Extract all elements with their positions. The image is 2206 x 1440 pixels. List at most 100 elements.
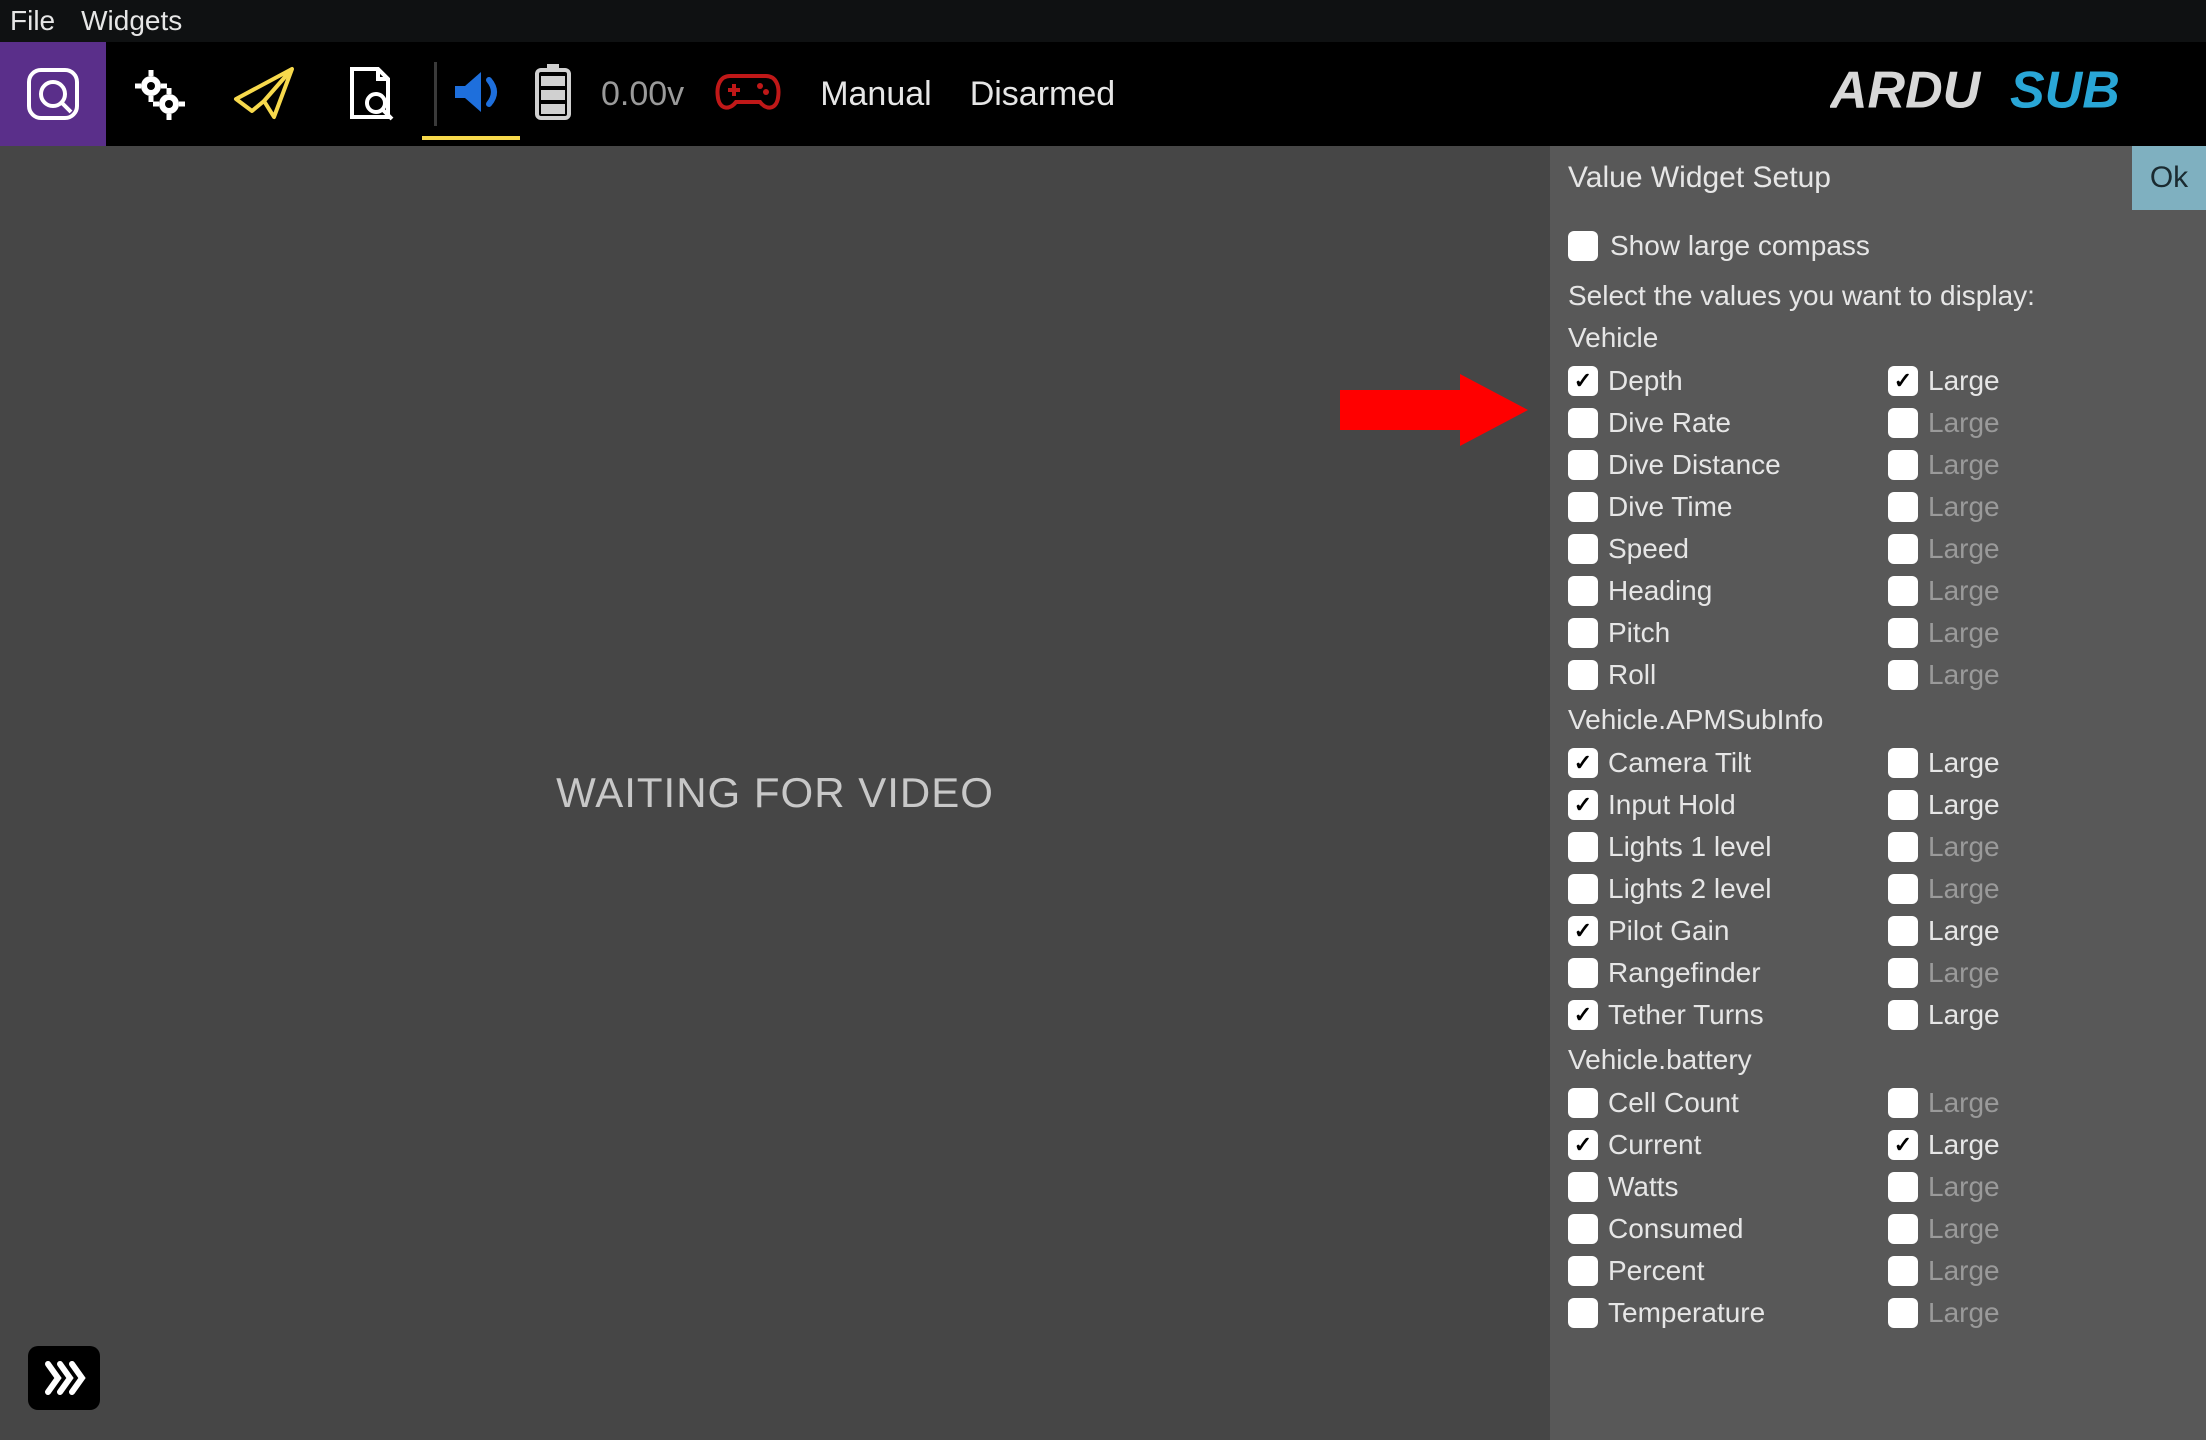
value-label: Consumed xyxy=(1608,1213,1743,1245)
logo-right-text: SUB xyxy=(2010,62,2120,120)
group-label: Vehicle xyxy=(1568,322,2188,354)
value-checkbox[interactable] xyxy=(1568,790,1598,820)
large-label: Large xyxy=(1928,957,2000,989)
gamepad-icon[interactable] xyxy=(714,70,782,119)
large-label: Large xyxy=(1928,533,2000,565)
value-checkbox[interactable] xyxy=(1568,1088,1598,1118)
large-checkbox[interactable] xyxy=(1888,660,1918,690)
value-checkbox[interactable] xyxy=(1568,958,1598,988)
value-checkbox[interactable] xyxy=(1568,366,1598,396)
large-checkbox[interactable] xyxy=(1888,534,1918,564)
show-large-compass-checkbox[interactable] xyxy=(1568,231,1598,261)
value-label: Pitch xyxy=(1608,617,1670,649)
panel-title: Value Widget Setup xyxy=(1568,161,1831,195)
value-checkbox[interactable] xyxy=(1568,450,1598,480)
menu-file[interactable]: File xyxy=(10,5,55,37)
value-row: PercentLarge xyxy=(1568,1250,2188,1292)
value-checkbox[interactable] xyxy=(1568,1298,1598,1328)
menu-widgets[interactable]: Widgets xyxy=(81,5,182,37)
large-checkbox[interactable] xyxy=(1888,916,1918,946)
value-row: ConsumedLarge xyxy=(1568,1208,2188,1250)
value-row: Lights 2 levelLarge xyxy=(1568,868,2188,910)
value-checkbox[interactable] xyxy=(1568,1214,1598,1244)
large-checkbox[interactable] xyxy=(1888,492,1918,522)
large-checkbox[interactable] xyxy=(1888,576,1918,606)
value-checkbox[interactable] xyxy=(1568,660,1598,690)
value-checkbox[interactable] xyxy=(1568,1256,1598,1286)
large-label: Large xyxy=(1928,1171,2000,1203)
value-row: Pilot Gain Large xyxy=(1568,910,2188,952)
battery-icon[interactable] xyxy=(531,64,575,125)
armed-state-text: Disarmed xyxy=(970,75,1115,114)
value-label: Camera Tilt xyxy=(1608,747,1751,779)
large-label: Large xyxy=(1928,747,2000,779)
value-row: Camera Tilt Large xyxy=(1568,742,2188,784)
large-label: Large xyxy=(1928,1255,2000,1287)
large-checkbox[interactable] xyxy=(1888,1298,1918,1328)
value-checkbox[interactable] xyxy=(1568,916,1598,946)
large-checkbox[interactable] xyxy=(1888,1130,1918,1160)
value-row: Cell CountLarge xyxy=(1568,1082,2188,1124)
value-label: Temperature xyxy=(1608,1297,1765,1329)
value-checkbox[interactable] xyxy=(1568,534,1598,564)
large-checkbox[interactable] xyxy=(1888,1214,1918,1244)
large-checkbox[interactable] xyxy=(1888,1088,1918,1118)
value-checkbox[interactable] xyxy=(1568,408,1598,438)
large-checkbox[interactable] xyxy=(1888,790,1918,820)
value-label: Speed xyxy=(1608,533,1689,565)
value-checkbox[interactable] xyxy=(1568,1000,1598,1030)
value-row: RollLarge xyxy=(1568,654,2188,696)
toolbar-send-icon[interactable] xyxy=(212,42,318,146)
value-label: Dive Distance xyxy=(1608,449,1781,481)
large-label: Large xyxy=(1928,873,2000,905)
ok-button[interactable]: Ok xyxy=(2132,146,2206,210)
toolbar-q-icon[interactable] xyxy=(0,42,106,146)
value-checkbox[interactable] xyxy=(1568,492,1598,522)
video-area: WAITING FOR VIDEO xyxy=(0,146,1550,1440)
value-checkbox[interactable] xyxy=(1568,874,1598,904)
large-label: Large xyxy=(1928,1297,2000,1329)
large-checkbox[interactable] xyxy=(1888,618,1918,648)
large-checkbox[interactable] xyxy=(1888,748,1918,778)
large-checkbox[interactable] xyxy=(1888,1256,1918,1286)
value-widget-setup-panel: Value Widget Setup Ok Show large compass… xyxy=(1550,146,2206,1440)
value-checkbox[interactable] xyxy=(1568,576,1598,606)
large-checkbox[interactable] xyxy=(1888,1000,1918,1030)
value-label: Tether Turns xyxy=(1608,999,1764,1031)
value-row: CurrentLarge xyxy=(1568,1124,2188,1166)
value-row: Input HoldLarge xyxy=(1568,784,2188,826)
value-checkbox[interactable] xyxy=(1568,1172,1598,1202)
toolbar-divider xyxy=(434,62,437,126)
value-checkbox[interactable] xyxy=(1568,1130,1598,1160)
toolbar-gears-icon[interactable] xyxy=(106,42,212,146)
panel-body: Show large compass Select the values you… xyxy=(1550,210,2206,1440)
group-label: Vehicle.battery xyxy=(1568,1044,2188,1076)
expand-button[interactable] xyxy=(28,1346,100,1410)
large-label: Large xyxy=(1928,449,2000,481)
large-checkbox[interactable] xyxy=(1888,832,1918,862)
value-row: DepthLarge xyxy=(1568,360,2188,402)
value-label: Lights 1 level xyxy=(1608,831,1771,863)
panel-instruction: Select the values you want to display: xyxy=(1568,280,2188,312)
toolbar-doc-search-icon[interactable] xyxy=(318,42,424,146)
large-label: Large xyxy=(1928,575,2000,607)
value-label: Rangefinder xyxy=(1608,957,1761,989)
large-checkbox[interactable] xyxy=(1888,450,1918,480)
large-label: Large xyxy=(1928,915,2000,947)
value-checkbox[interactable] xyxy=(1568,618,1598,648)
large-label: Large xyxy=(1928,617,2000,649)
value-row: Dive RateLarge xyxy=(1568,402,2188,444)
value-row: Dive TimeLarge xyxy=(1568,486,2188,528)
large-checkbox[interactable] xyxy=(1888,366,1918,396)
value-label: Pilot Gain xyxy=(1608,915,1729,947)
large-checkbox[interactable] xyxy=(1888,958,1918,988)
value-checkbox[interactable] xyxy=(1568,832,1598,862)
large-checkbox[interactable] xyxy=(1888,1172,1918,1202)
value-checkbox[interactable] xyxy=(1568,748,1598,778)
value-row: Rangefinder Large xyxy=(1568,952,2188,994)
large-checkbox[interactable] xyxy=(1888,874,1918,904)
menubar: File Widgets xyxy=(0,0,2206,42)
speaker-icon[interactable] xyxy=(453,68,511,121)
large-checkbox[interactable] xyxy=(1888,408,1918,438)
show-large-compass-label: Show large compass xyxy=(1610,230,1870,262)
